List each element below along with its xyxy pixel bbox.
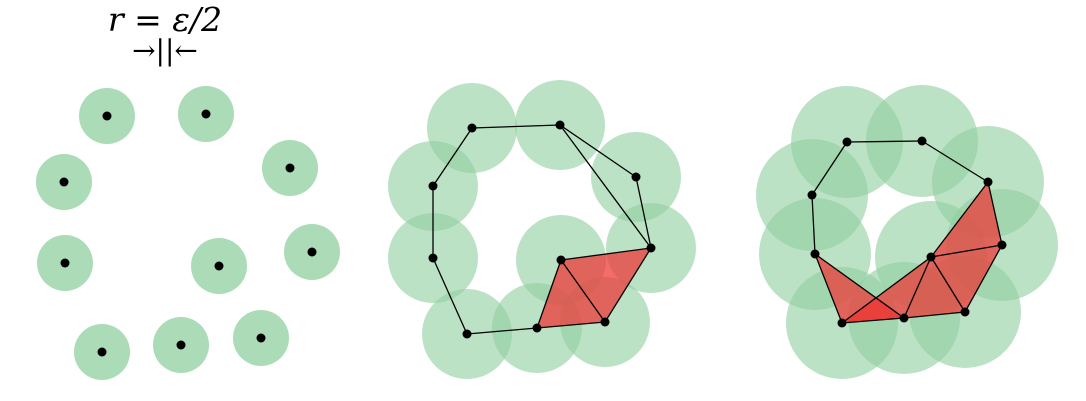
edge: [559, 124, 652, 249]
point: [428, 181, 438, 191]
point: [102, 111, 112, 121]
point: [926, 252, 936, 262]
edge: [814, 253, 905, 319]
triangle-face: [537, 260, 605, 328]
edge: [921, 140, 989, 183]
edge: [560, 259, 606, 323]
triangle-face: [561, 248, 651, 322]
panel-points-with-radius-balls: [36, 86, 340, 380]
edge: [536, 321, 606, 329]
edge: [903, 256, 932, 319]
edge: [930, 181, 989, 258]
point: [917, 136, 927, 146]
point: [532, 323, 542, 333]
point: [285, 163, 295, 173]
edge: [635, 176, 652, 249]
point: [214, 261, 224, 271]
point: [60, 258, 70, 268]
edge: [964, 244, 1003, 313]
point: [97, 347, 107, 357]
edge: [841, 317, 905, 324]
point: [983, 177, 993, 187]
point: [631, 172, 641, 182]
triangle-face: [904, 257, 965, 318]
point: [997, 240, 1007, 250]
point: [837, 318, 847, 328]
point: [807, 190, 817, 200]
edge: [466, 327, 538, 335]
edge: [930, 244, 1003, 258]
point: [646, 243, 656, 253]
point: [462, 329, 472, 339]
edge: [604, 247, 652, 323]
radius-label: r = ε/2: [107, 0, 223, 39]
point: [960, 307, 970, 317]
edge: [811, 141, 848, 196]
radius-arrow-marker: →||←: [132, 34, 198, 67]
triangle-face: [931, 245, 1002, 312]
point: [428, 253, 438, 263]
panels-group: [36, 80, 1058, 380]
edge: [560, 247, 652, 261]
edge: [811, 194, 816, 255]
edge: [903, 311, 966, 319]
point: [842, 137, 852, 147]
point: [600, 317, 610, 327]
edge: [432, 257, 468, 335]
edge: [841, 256, 932, 324]
edge: [930, 256, 966, 313]
edge: [471, 124, 561, 129]
edge: [432, 127, 473, 187]
point: [59, 177, 69, 187]
triangle-face: [931, 182, 1002, 257]
panel-complex-with-overlapping-balls: [388, 80, 696, 379]
point: [176, 340, 186, 350]
point: [556, 255, 566, 265]
point: [256, 333, 266, 343]
panel-complex-with-larger-balls: [756, 85, 1058, 379]
point: [467, 123, 477, 133]
point: [201, 109, 211, 119]
point: [899, 313, 909, 323]
edge: [987, 181, 1003, 246]
point: [307, 247, 317, 257]
point: [810, 249, 820, 259]
edge: [846, 140, 923, 143]
edge: [559, 124, 637, 178]
point: [555, 120, 565, 130]
edge: [814, 253, 843, 324]
edge: [536, 259, 562, 329]
